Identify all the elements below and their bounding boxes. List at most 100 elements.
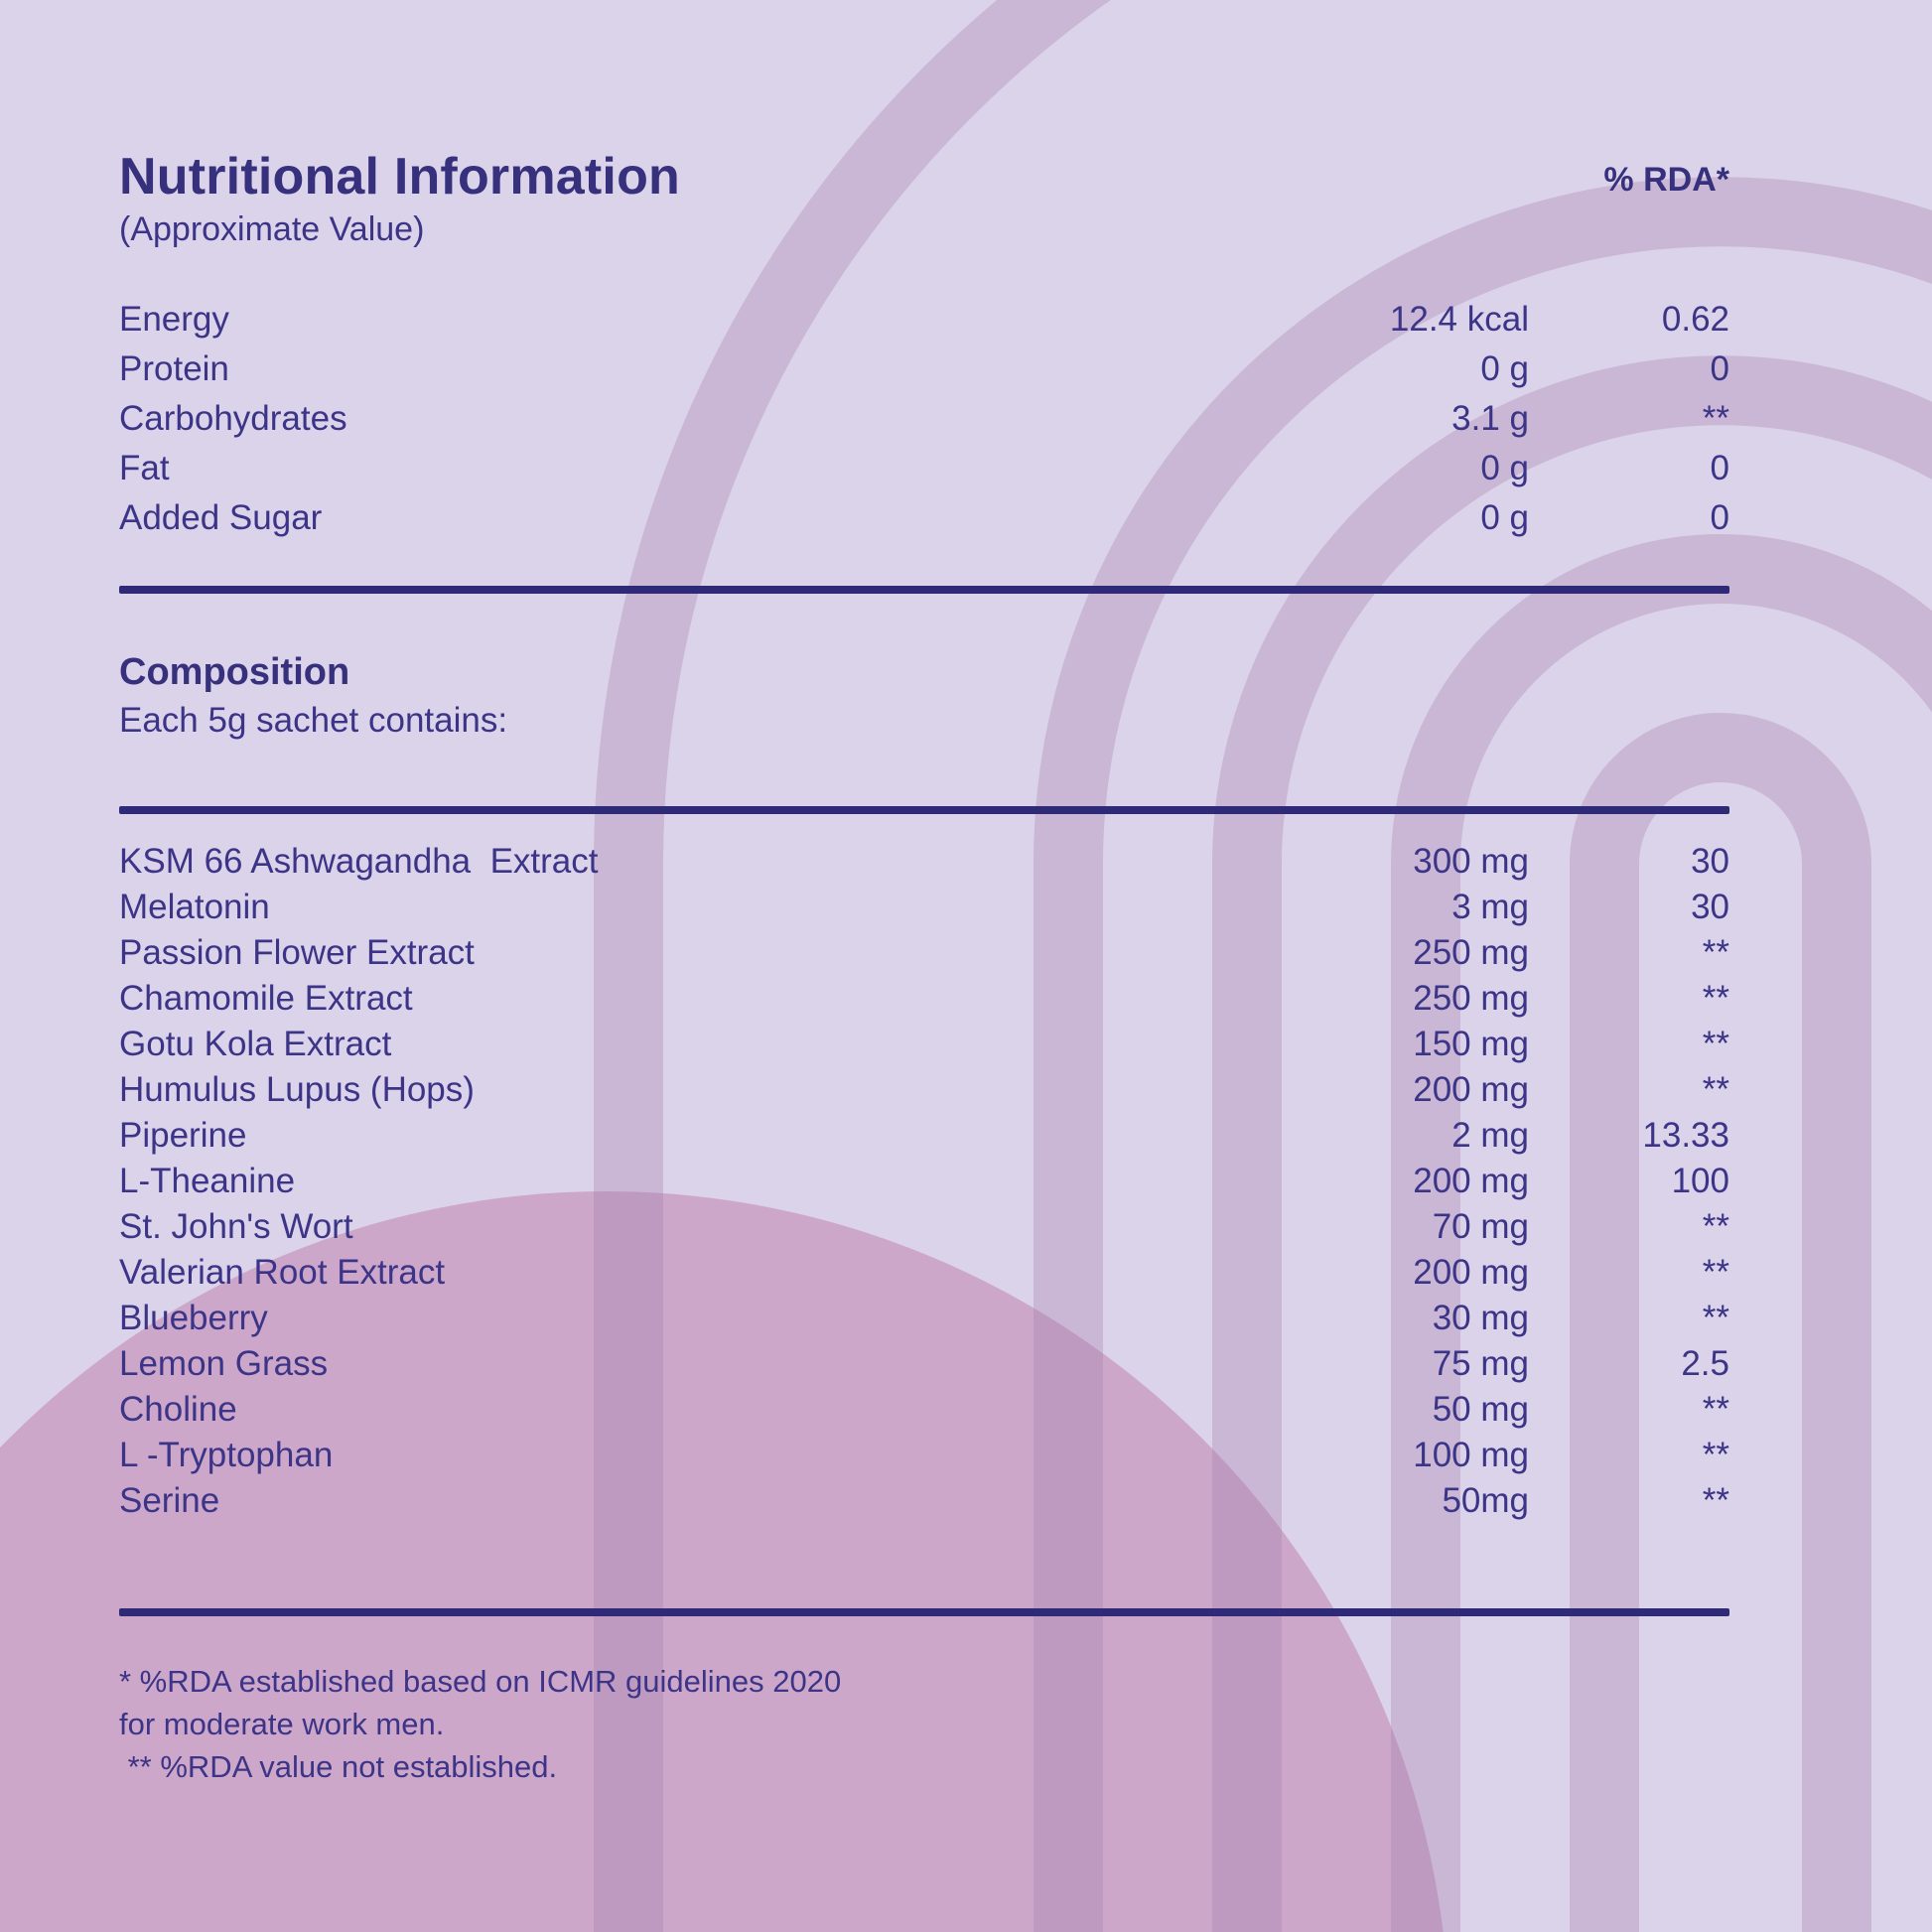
row-amount: 2 mg <box>1451 1116 1529 1155</box>
row-label: Lemon Grass <box>119 1344 329 1383</box>
table-row: Humulus Lupus (Hops) 200 mg ** <box>119 1070 1729 1114</box>
row-rda: 30 <box>1691 842 1729 881</box>
row-label: L -Tryptophan <box>119 1436 334 1474</box>
row-amount: 50mg <box>1442 1481 1529 1520</box>
row-rda: ** <box>1702 1207 1729 1246</box>
table-row: Carbohydrates 3.1 g ** <box>119 399 1729 443</box>
rda-column-header: % RDA* <box>1603 161 1729 199</box>
row-label: Passion Flower Extract <box>119 933 475 972</box>
divider-rule <box>119 586 1729 594</box>
row-label: Choline <box>119 1390 237 1429</box>
row-amount: 200 mg <box>1413 1162 1529 1200</box>
row-label: Chamomile Extract <box>119 979 413 1018</box>
row-rda: 2.5 <box>1681 1344 1729 1383</box>
row-amount: 150 mg <box>1413 1025 1529 1063</box>
arch-stripes <box>594 0 1932 1932</box>
row-rda: 0 <box>1710 349 1729 388</box>
table-row: Chamomile Extract 250 mg ** <box>119 979 1729 1023</box>
table-row: Energy 12.4 kcal 0.62 <box>119 300 1729 344</box>
row-label: Protein <box>119 349 229 388</box>
table-row: Fat 0 g 0 <box>119 449 1729 492</box>
row-label: Serine <box>119 1481 220 1520</box>
table-row: Piperine 2 mg 13.33 <box>119 1116 1729 1160</box>
row-amount: 12.4 kcal <box>1389 300 1529 339</box>
row-rda: ** <box>1702 1025 1729 1063</box>
footnote-line: * %RDA established based on ICMR guideli… <box>119 1664 842 1699</box>
composition-subheading: Each 5g sachet contains: <box>119 701 508 740</box>
table-row: KSM 66 Ashwagandha Extract 300 mg 30 <box>119 842 1729 886</box>
arch-stripe-3 <box>1212 355 1932 1932</box>
row-amount: 200 mg <box>1413 1070 1529 1109</box>
row-rda: 100 <box>1671 1162 1729 1200</box>
table-row: Added Sugar 0 g 0 <box>119 498 1729 542</box>
table-row: Valerian Root Extract 200 mg ** <box>119 1253 1729 1297</box>
divider-rule <box>119 806 1729 814</box>
table-row: Passion Flower Extract 250 mg ** <box>119 933 1729 977</box>
table-row: Melatonin 3 mg 30 <box>119 888 1729 931</box>
row-amount: 0 g <box>1480 498 1529 537</box>
table-row: Choline 50 mg ** <box>119 1390 1729 1434</box>
row-amount: 75 mg <box>1432 1344 1529 1383</box>
row-rda: ** <box>1702 1390 1729 1429</box>
row-label: Melatonin <box>119 888 270 926</box>
row-rda: 0.62 <box>1661 300 1729 339</box>
arch-stripe-5 <box>594 0 1111 1932</box>
row-rda: 13.33 <box>1642 1116 1729 1155</box>
row-rda: ** <box>1702 1253 1729 1292</box>
table-row: Protein 0 g 0 <box>119 349 1729 393</box>
row-amount: 250 mg <box>1413 979 1529 1018</box>
pink-circle <box>0 1191 1444 1932</box>
row-amount: 3.1 g <box>1451 399 1529 438</box>
row-amount: 50 mg <box>1432 1390 1529 1429</box>
composition-heading: Composition <box>119 651 350 693</box>
row-label: Carbohydrates <box>119 399 347 438</box>
footnote-line: for moderate work men. <box>119 1707 445 1741</box>
row-rda: 0 <box>1710 498 1729 537</box>
row-label: L-Theanine <box>119 1162 296 1200</box>
row-label: Blueberry <box>119 1299 268 1337</box>
table-row: St. John's Wort 70 mg ** <box>119 1207 1729 1251</box>
row-rda: 0 <box>1710 449 1729 487</box>
row-rda: 30 <box>1691 888 1729 926</box>
table-row: Gotu Kola Extract 150 mg ** <box>119 1025 1729 1068</box>
arch-stripe-2 <box>1391 534 1932 1932</box>
row-rda: ** <box>1702 1299 1729 1337</box>
row-label: Fat <box>119 449 170 487</box>
table-row: L -Tryptophan 100 mg ** <box>119 1436 1729 1479</box>
row-amount: 3 mg <box>1451 888 1529 926</box>
row-label: Valerian Root Extract <box>119 1253 446 1292</box>
row-amount: 100 mg <box>1413 1436 1529 1474</box>
row-rda: ** <box>1702 933 1729 972</box>
table-row: Blueberry 30 mg ** <box>119 1299 1729 1342</box>
row-amount: 0 g <box>1480 449 1529 487</box>
row-rda: ** <box>1702 1481 1729 1520</box>
row-label: St. John's Wort <box>119 1207 353 1246</box>
arch-stripe-4 <box>1034 177 1932 1932</box>
row-label: Humulus Lupus (Hops) <box>119 1070 475 1109</box>
row-rda: ** <box>1702 979 1729 1018</box>
row-rda: ** <box>1702 1070 1729 1109</box>
footnote-line: ** %RDA value not established. <box>119 1749 558 1784</box>
row-label: Piperine <box>119 1116 247 1155</box>
row-label: Gotu Kola Extract <box>119 1025 392 1063</box>
row-label: KSM 66 Ashwagandha Extract <box>119 842 599 881</box>
table-row: Serine 50mg ** <box>119 1481 1729 1525</box>
page-subtitle: (Approximate Value) <box>119 210 425 248</box>
table-row: L-Theanine 200 mg 100 <box>119 1162 1729 1205</box>
page-title: Nutritional Information <box>119 148 680 206</box>
divider-rule <box>119 1608 1729 1616</box>
row-amount: 300 mg <box>1413 842 1529 881</box>
row-amount: 200 mg <box>1413 1253 1529 1292</box>
arch-stripe-1 <box>1570 713 1871 1932</box>
row-amount: 0 g <box>1480 349 1529 388</box>
row-rda: ** <box>1702 399 1729 438</box>
row-amount: 70 mg <box>1432 1207 1529 1246</box>
row-amount: 250 mg <box>1413 933 1529 972</box>
row-label: Energy <box>119 300 229 339</box>
row-rda: ** <box>1702 1436 1729 1474</box>
table-row: Lemon Grass 75 mg 2.5 <box>119 1344 1729 1388</box>
row-amount: 30 mg <box>1432 1299 1529 1337</box>
row-label: Added Sugar <box>119 498 323 537</box>
